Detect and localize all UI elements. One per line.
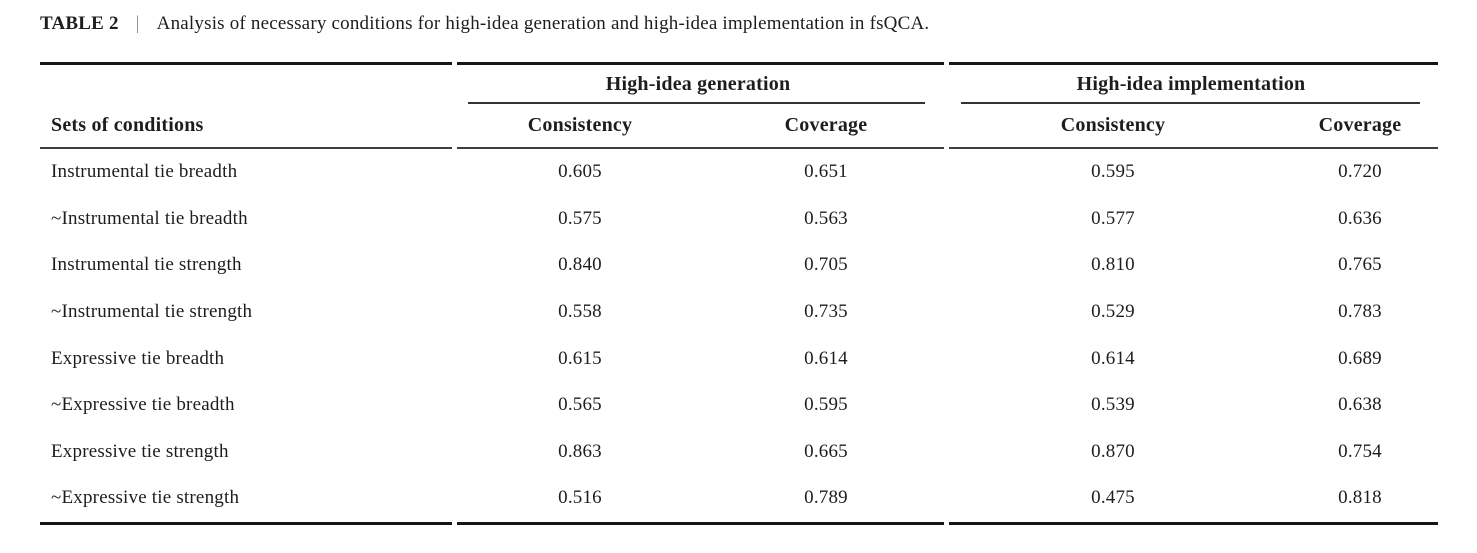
- cell-gen-consistency: 0.558: [558, 301, 602, 323]
- group-header-implementation: High-idea implementation: [944, 65, 1438, 104]
- table-top-rule: [40, 62, 1438, 65]
- cell-gen-coverage: 0.651: [804, 161, 848, 183]
- cell-gen-consistency: 0.863: [558, 440, 602, 462]
- title-separator: |: [135, 13, 140, 34]
- cell-impl-consistency: 0.595: [1091, 161, 1135, 183]
- group-header-implementation-label: High-idea implementation: [1076, 73, 1306, 95]
- column-header-sets-of-conditions: Sets of conditions: [51, 114, 204, 136]
- cell-gen-consistency: 0.575: [558, 207, 602, 229]
- column-header-gen-coverage: Coverage: [784, 114, 868, 136]
- table-bottom-rule: [40, 521, 1438, 525]
- cell-gen-coverage: 0.614: [804, 347, 848, 369]
- column-header-gen-consistency: Consistency: [527, 114, 633, 136]
- cell-gen-consistency: 0.516: [558, 487, 602, 509]
- cell-gen-consistency: 0.605: [558, 161, 602, 183]
- cell-gen-coverage: 0.563: [804, 207, 848, 229]
- condition-label: Expressive tie strength: [51, 440, 229, 462]
- cell-impl-coverage: 0.638: [1338, 394, 1382, 416]
- table-row: Expressive tie breadth 0.615 0.614 0.614…: [40, 335, 1438, 382]
- condition-label: Instrumental tie strength: [51, 254, 242, 276]
- condition-label: ~Expressive tie breadth: [51, 394, 235, 416]
- cell-impl-coverage: 0.818: [1338, 487, 1382, 509]
- cell-gen-coverage: 0.789: [804, 487, 848, 509]
- column-header-impl-consistency: Consistency: [1060, 114, 1166, 136]
- column-header-impl-coverage: Coverage: [1318, 114, 1402, 136]
- table-row: Instrumental tie strength 0.840 0.705 0.…: [40, 242, 1438, 289]
- cell-impl-coverage: 0.765: [1338, 254, 1382, 276]
- cell-impl-consistency: 0.475: [1091, 487, 1135, 509]
- cell-impl-consistency: 0.614: [1091, 347, 1135, 369]
- group-header-row: High-idea generation High-idea implement…: [40, 65, 1438, 104]
- table-number-label: TABLE 2: [40, 13, 119, 34]
- cell-impl-consistency: 0.577: [1091, 207, 1135, 229]
- table-caption-text: Analysis of necessary conditions for hig…: [156, 13, 930, 34]
- table-row: ~Expressive tie breadth 0.565 0.595 0.53…: [40, 382, 1438, 429]
- cell-gen-consistency: 0.840: [558, 254, 602, 276]
- cell-gen-coverage: 0.665: [804, 440, 848, 462]
- table-body: Instrumental tie breadth 0.605 0.651 0.5…: [40, 149, 1438, 522]
- cell-gen-consistency: 0.615: [558, 347, 602, 369]
- condition-label: ~Instrumental tie strength: [51, 301, 253, 323]
- table-row: Expressive tie strength 0.863 0.665 0.87…: [40, 429, 1438, 476]
- header-bottom-rule: [40, 147, 1438, 149]
- table-row: ~Instrumental tie breadth 0.575 0.563 0.…: [40, 196, 1438, 243]
- table-row: ~Expressive tie strength 0.516 0.789 0.4…: [40, 475, 1438, 522]
- condition-label: Expressive tie breadth: [51, 347, 225, 369]
- cell-impl-consistency: 0.539: [1091, 394, 1135, 416]
- cell-impl-coverage: 0.754: [1338, 440, 1382, 462]
- table-row: ~Instrumental tie strength 0.558 0.735 0…: [40, 289, 1438, 336]
- condition-label: Instrumental tie breadth: [51, 161, 238, 183]
- cell-impl-coverage: 0.689: [1338, 347, 1382, 369]
- table-row: Instrumental tie breadth 0.605 0.651 0.5…: [40, 149, 1438, 196]
- cell-impl-consistency: 0.529: [1091, 301, 1135, 323]
- column-header-row: Sets of conditions Consistency Coverage …: [40, 104, 1438, 147]
- cell-impl-coverage: 0.720: [1338, 161, 1382, 183]
- group-header-generation: High-idea generation: [452, 65, 944, 104]
- cell-gen-consistency: 0.565: [558, 394, 602, 416]
- condition-label: ~Instrumental tie breadth: [51, 207, 248, 229]
- group-header-implementation-underline: [961, 102, 1420, 104]
- cell-impl-consistency: 0.810: [1091, 254, 1135, 276]
- necessary-conditions-table: High-idea generation High-idea implement…: [40, 62, 1438, 525]
- group-header-generation-label: High-idea generation: [605, 73, 791, 95]
- condition-label: ~Expressive tie strength: [51, 487, 240, 509]
- cell-gen-coverage: 0.735: [804, 301, 848, 323]
- table-caption: TABLE 2 | Analysis of necessary conditions…: [40, 13, 1440, 35]
- cell-gen-coverage: 0.705: [804, 254, 848, 276]
- cell-gen-coverage: 0.595: [804, 394, 848, 416]
- group-header-generation-underline: [468, 102, 925, 104]
- cell-impl-coverage: 0.783: [1338, 301, 1382, 323]
- cell-impl-consistency: 0.870: [1091, 440, 1135, 462]
- cell-impl-coverage: 0.636: [1338, 207, 1382, 229]
- group-header-spacer: [40, 65, 452, 104]
